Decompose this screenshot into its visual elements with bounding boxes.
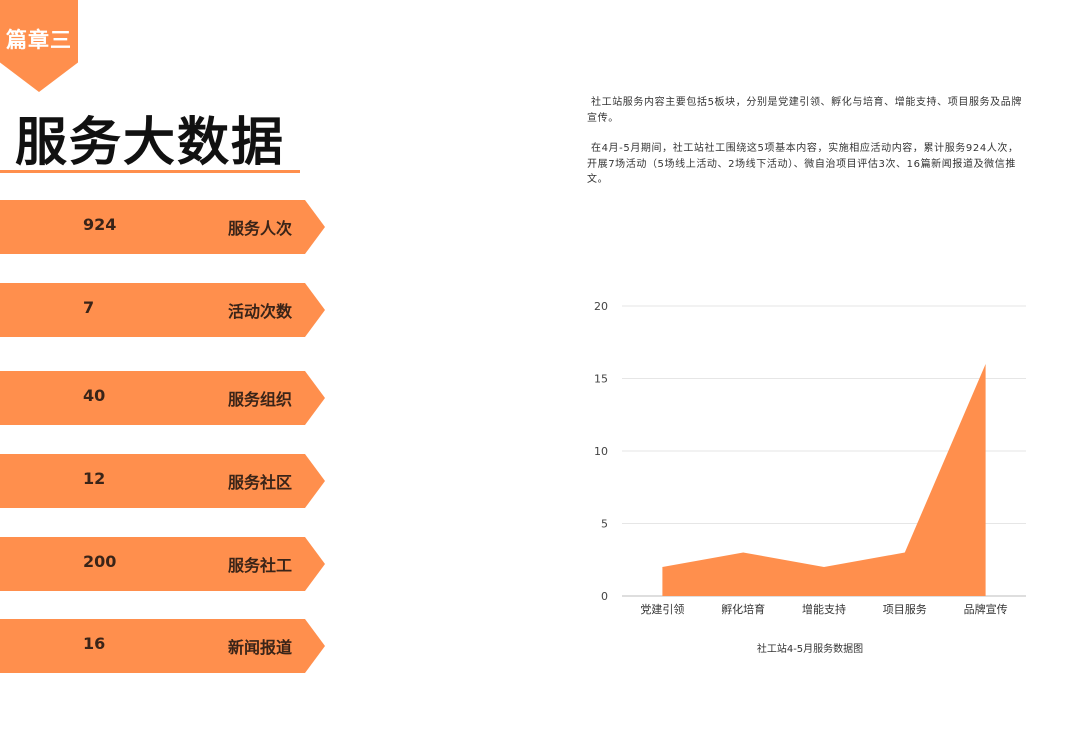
stat-row-communities: 12 服务社区	[0, 454, 325, 508]
y-tick-label: 20	[594, 300, 608, 313]
stat-label: 服务社工	[228, 556, 293, 575]
stat-label: 服务社区	[228, 473, 293, 492]
y-tick-label: 0	[601, 590, 608, 603]
intro-text: 社工站服务内容主要包括5板块，分别是党建引领、孵化与培育、增能支持、项目服务及品…	[587, 95, 1022, 203]
stat-value: 12	[83, 469, 106, 488]
stat-label: 新闻报道	[228, 638, 293, 657]
stat-label: 服务人次	[228, 219, 293, 238]
y-tick-label: 15	[594, 373, 608, 386]
x-tick-label: 增能支持	[802, 602, 846, 616]
chapter-badge: 篇章三	[0, 0, 78, 92]
stat-label: 服务组织	[228, 390, 293, 409]
y-tick-label: 5	[601, 518, 608, 531]
stat-value: 16	[83, 634, 106, 653]
stat-value: 7	[83, 298, 95, 317]
stat-value: 40	[83, 386, 106, 405]
stat-row-social-workers: 200 服务社工	[0, 537, 325, 591]
area-series	[662, 364, 986, 596]
x-tick-label: 党建引领	[640, 602, 684, 616]
title-divider	[0, 170, 300, 173]
chapter-badge-label: 篇章三	[6, 28, 72, 52]
stat-value: 924	[83, 215, 117, 234]
stat-row-news-reports: 16 新闻报道	[0, 619, 325, 673]
stat-label: 活动次数	[228, 302, 293, 321]
x-tick-label: 孵化培育	[721, 602, 765, 616]
x-tick-label: 项目服务	[883, 603, 927, 616]
stat-row-service-visits: 924 服务人次	[0, 200, 325, 254]
area-chart: 0 5 10 15 20 党建引领 孵化培育 增能支持 项目服务 品牌宣传	[594, 300, 1026, 616]
chart-title: 社工站4-5月服务数据图	[756, 644, 864, 655]
stat-row-organizations: 40 服务组织	[0, 371, 325, 425]
stat-row-activities: 7 活动次数	[0, 283, 325, 337]
stat-value: 200	[83, 552, 117, 571]
intro-paragraph: 社工站服务内容主要包括5板块，分别是党建引领、孵化与培育、增能支持、项目服务及品…	[587, 97, 1022, 124]
x-tick-label: 品牌宣传	[964, 602, 1008, 616]
intro-paragraph: 在4月-5月期间，社工站社工围绕这5项基本内容，实施相应活动内容，累计服务924…	[587, 143, 1019, 185]
page-title: 服务大数据	[15, 113, 286, 173]
y-tick-label: 10	[594, 445, 608, 458]
